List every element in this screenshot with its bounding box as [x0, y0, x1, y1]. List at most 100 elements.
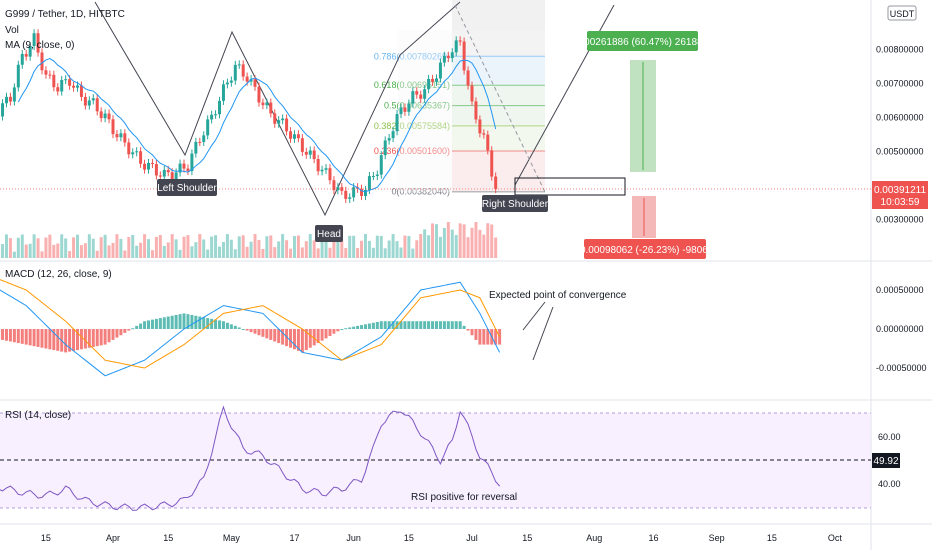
- candle-body: [285, 118, 289, 132]
- candle-body: [95, 98, 99, 112]
- macd-hist-bar: [210, 318, 214, 329]
- vol-legend[interactable]: Vol: [5, 25, 19, 36]
- fib-range-shade: [398, 30, 545, 192]
- macd-legend[interactable]: MACD (12, 26, close, 9): [5, 269, 112, 280]
- candle-body: [91, 98, 95, 101]
- volume-bar: [407, 236, 411, 258]
- macd-hist-bar: [150, 319, 154, 329]
- candle-body: [371, 175, 375, 177]
- neckline-box: [514, 177, 626, 196]
- macd-hist-bar: [166, 316, 170, 329]
- rsi-legend[interactable]: RSI (14, close): [5, 410, 71, 421]
- candle-body: [281, 118, 285, 121]
- macd-hist-bar: [257, 329, 261, 336]
- volume-bar: [265, 236, 269, 258]
- head-label: Head: [317, 229, 341, 240]
- right-shoulder-tag[interactable]: [482, 195, 548, 212]
- left-shoulder-tag[interactable]: [157, 179, 217, 196]
- macd-hist-bar: [135, 325, 139, 329]
- volume-bar: [158, 234, 162, 258]
- candle-body: [8, 96, 12, 102]
- target-down-badge[interactable]: [584, 239, 706, 259]
- ma-legend[interactable]: MA (9, close, 0): [5, 40, 74, 51]
- macd-hist-bar: [20, 329, 24, 344]
- macd-hist-bar: [44, 329, 48, 349]
- candle-body: [16, 64, 20, 88]
- head-tag[interactable]: [315, 225, 343, 242]
- fib-retracement[interactable]: 0.786(0.00780269) 0.618(0.00695151) 0.5(0.…: [374, 0, 545, 197]
- time-tick-label: 15: [404, 533, 414, 543]
- candle-body: [154, 163, 158, 176]
- volume-bar: [154, 236, 158, 258]
- volume-bar: [391, 234, 395, 258]
- volume-bar: [123, 250, 127, 258]
- volume-bar: [233, 249, 237, 258]
- time-axis[interactable]: 15 Apr 15 May 17 Jun 15 Jul 15 Aug 16 Sep 15 Oct: [41, 533, 843, 543]
- candle-body: [83, 96, 87, 106]
- macd-hist-bar: [16, 329, 20, 344]
- volume-bar: [72, 237, 76, 258]
- volume-bar: [64, 238, 68, 258]
- macd-hist-bar: [214, 319, 218, 329]
- volume-bar: [56, 243, 60, 258]
- candle-body: [12, 87, 16, 102]
- macd-hist-bar: [273, 329, 277, 342]
- volume-bar: [202, 239, 206, 258]
- macd-hist-bar: [304, 329, 308, 351]
- macd-hist-bar: [281, 329, 285, 345]
- symbol-title[interactable]: G999 / Tether, 1D, HITBTC: [5, 9, 125, 20]
- volume-bar: [336, 234, 340, 258]
- volume-bar: [52, 244, 56, 258]
- candle-body: [115, 134, 119, 138]
- candle-body: [214, 114, 218, 116]
- macd-hist-bar: [103, 329, 107, 345]
- macd-hist-bar: [68, 329, 72, 352]
- volume-bar: [245, 246, 249, 258]
- volume-bar: [261, 248, 265, 258]
- candle-body: [482, 133, 486, 135]
- candle-body: [395, 114, 399, 132]
- volume-bar: [300, 247, 304, 258]
- volume-bar: [206, 249, 210, 258]
- volume-bar: [320, 235, 324, 258]
- candle-body: [245, 76, 249, 82]
- volume-bar: [115, 234, 119, 258]
- macd-hist-bar: [174, 314, 178, 329]
- macd-hist-bar: [289, 329, 293, 348]
- macd-hist-bar: [170, 315, 174, 329]
- current-price-value: 0.00391211: [874, 185, 927, 196]
- candle-body: [36, 33, 40, 53]
- volume-bar: [344, 248, 348, 258]
- rsi-axis[interactable]: 60.00 40.00: [878, 432, 901, 489]
- volume-bar: [352, 235, 356, 258]
- macd-hist-bar: [56, 329, 60, 351]
- candle-body: [229, 80, 233, 83]
- target-down-label: -0.00098062 (-26.23%) -98062: [577, 245, 714, 256]
- volume-bar: [221, 241, 225, 258]
- fib-level-label: 0.236(0.00501600): [374, 146, 450, 156]
- candle-body: [324, 168, 328, 170]
- candle-body: [438, 62, 442, 79]
- volume-bar: [75, 234, 79, 258]
- macd-hist-bar: [494, 329, 498, 345]
- time-tick-label: Jun: [346, 533, 361, 543]
- macd-hist-bar: [249, 329, 253, 333]
- volume-bar: [348, 235, 352, 258]
- macd-hist-bar: [245, 329, 249, 331]
- volume-bar: [367, 240, 371, 258]
- macd-hist-bar: [482, 329, 486, 345]
- macd-hist-bar: [308, 329, 312, 348]
- macd-axis[interactable]: 0.00050000 0.00000000 -0.00050000: [876, 285, 927, 373]
- candle-body: [143, 163, 147, 170]
- candle-body: [458, 40, 462, 42]
- macd-hist-bar: [99, 329, 103, 346]
- macd-hist-bar: [438, 321, 442, 329]
- volume-bar: [16, 237, 20, 258]
- currency-badge[interactable]: [887, 5, 917, 21]
- volume-bar: [131, 234, 135, 258]
- target-up-badge[interactable]: [587, 31, 698, 51]
- candle-body: [72, 85, 76, 88]
- volume-bar: [95, 250, 99, 258]
- candle-body: [474, 101, 478, 120]
